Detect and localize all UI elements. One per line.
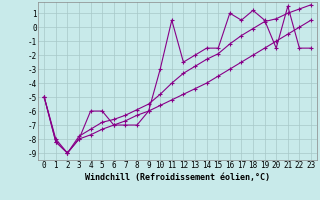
X-axis label: Windchill (Refroidissement éolien,°C): Windchill (Refroidissement éolien,°C) [85, 173, 270, 182]
